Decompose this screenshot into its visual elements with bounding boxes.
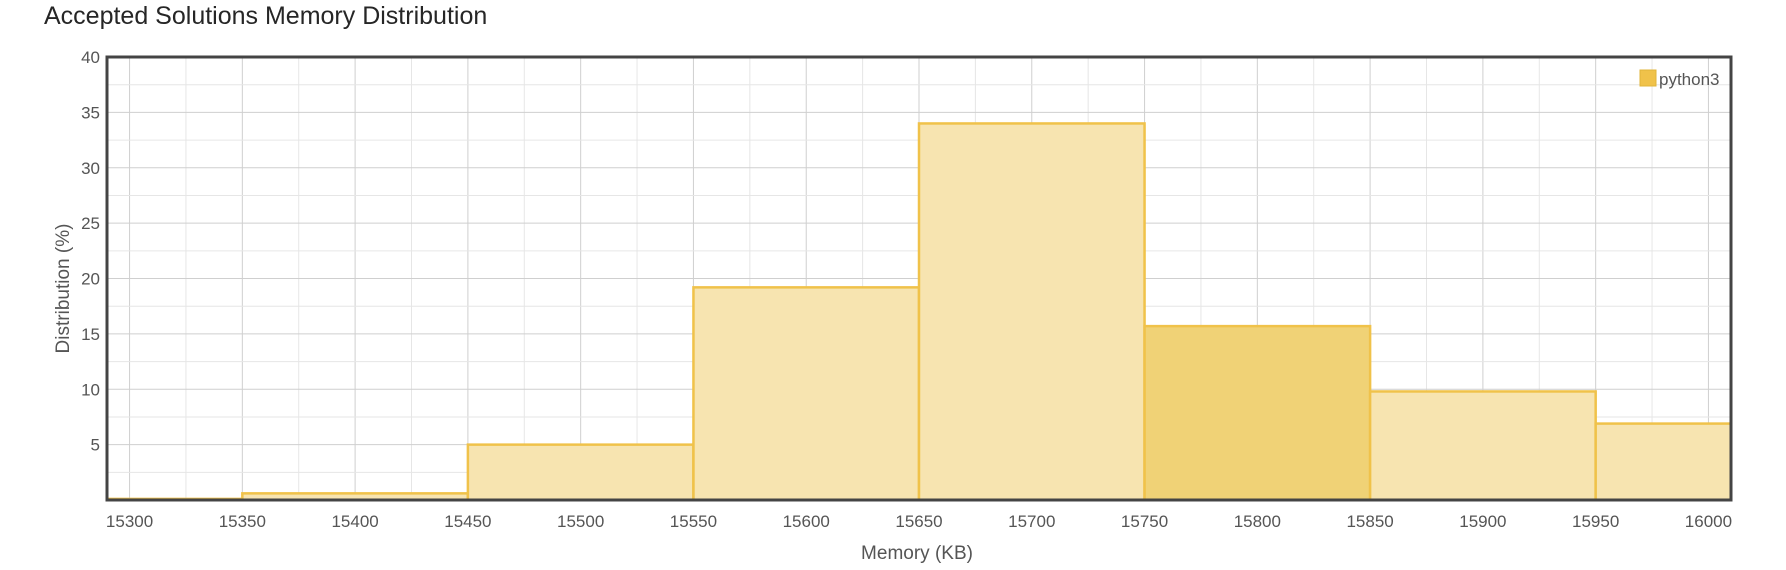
legend-swatch (1639, 69, 1657, 87)
x-tick-label: 15350 (219, 512, 266, 531)
x-tick-label: 15850 (1346, 512, 1393, 531)
x-tick-label: 15300 (106, 512, 153, 531)
y-tick-label: 10 (81, 380, 100, 399)
y-tick-label: 25 (81, 214, 100, 233)
x-tick-label: 15900 (1459, 512, 1506, 531)
bars-group (107, 122, 1731, 500)
y-axis-label: Distribution (%) (53, 224, 74, 354)
y-tick-label: 15 (81, 325, 100, 344)
x-tick-label: 15800 (1234, 512, 1281, 531)
x-tick-label: 15400 (331, 512, 378, 531)
x-axis-label: Memory (KB) (861, 543, 973, 564)
histogram-bar (1368, 390, 1597, 500)
histogram-bar (466, 443, 695, 500)
x-tick-label: 15700 (1008, 512, 1055, 531)
y-tick-label: 30 (81, 159, 100, 178)
y-tick-label: 40 (81, 48, 100, 67)
y-tick-label: 20 (81, 270, 100, 289)
x-tick-label: 16000 (1685, 512, 1732, 531)
histogram-bar (917, 122, 1146, 500)
x-tick-label: 15750 (1121, 512, 1168, 531)
histogram-bar (692, 286, 921, 500)
x-tick-label: 15650 (895, 512, 942, 531)
y-tick-label: 5 (91, 436, 100, 455)
x-tick-label: 15500 (557, 512, 604, 531)
legend-label: python3 (1659, 70, 1720, 89)
y-tick-label: 35 (81, 103, 100, 122)
x-tick-label: 15950 (1572, 512, 1619, 531)
histogram-bar (1143, 324, 1372, 500)
histogram-bar (1594, 422, 1731, 500)
chart-title: Accepted Solutions Memory Distribution (44, 2, 488, 30)
x-tick-label: 15450 (444, 512, 491, 531)
x-tick-label: 15600 (783, 512, 830, 531)
plot-frame (105, 55, 1733, 502)
x-tick-label: 15550 (670, 512, 717, 531)
